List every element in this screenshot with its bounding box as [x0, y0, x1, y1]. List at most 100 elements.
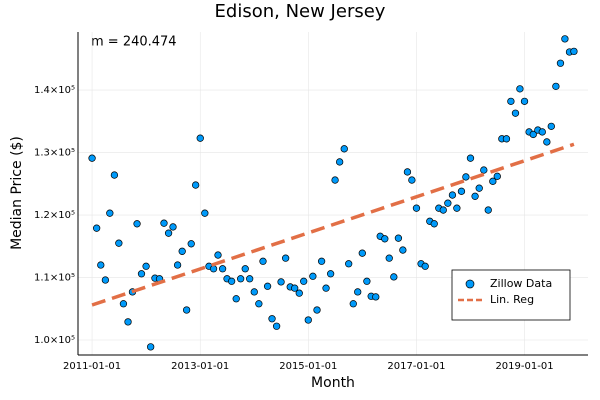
data-point — [408, 176, 416, 184]
x-tick-label: 2019-01-01 — [495, 361, 553, 372]
data-point — [399, 246, 407, 254]
data-point — [561, 35, 569, 43]
data-point — [349, 300, 357, 308]
data-point — [340, 145, 348, 153]
data-point — [493, 172, 501, 180]
data-point — [529, 130, 537, 139]
regression-line — [91, 142, 575, 307]
data-point — [164, 229, 173, 237]
data-point — [403, 168, 412, 176]
data-point — [133, 220, 141, 228]
data-point — [304, 316, 312, 324]
data-point — [110, 171, 119, 179]
data-point — [552, 82, 560, 91]
data-point — [363, 277, 371, 285]
data-point — [263, 282, 272, 290]
data-point — [385, 254, 393, 262]
data-point — [236, 275, 245, 283]
data-point — [291, 284, 299, 292]
data-point — [345, 260, 353, 268]
data-point — [92, 224, 101, 232]
data-point — [336, 158, 344, 166]
data-point — [192, 181, 200, 189]
annotation: m = 240.474 — [91, 35, 177, 50]
data-point — [160, 219, 168, 227]
data-point — [255, 300, 263, 308]
data-point — [272, 322, 281, 330]
data-point — [309, 272, 317, 280]
data-point — [502, 135, 511, 143]
data-point — [394, 234, 403, 242]
data-point — [462, 173, 470, 181]
data-point — [390, 273, 398, 281]
data-point — [281, 254, 290, 262]
data-point — [520, 97, 529, 105]
data-point — [543, 138, 551, 146]
data-point — [147, 343, 155, 351]
data-point — [124, 318, 132, 326]
data-point — [232, 295, 240, 303]
data-point — [507, 97, 515, 105]
data-point — [430, 220, 438, 228]
data-point — [259, 257, 267, 265]
data-point — [322, 284, 330, 292]
data-point — [570, 47, 578, 56]
y-tick-label: 1.4×10⁵ — [34, 85, 75, 96]
data-point — [97, 261, 105, 269]
data-point — [201, 209, 209, 217]
data-point — [372, 293, 380, 301]
data-point — [448, 191, 457, 199]
x-tick-label: 2011-01-01 — [63, 361, 121, 372]
data-point — [295, 289, 303, 297]
data-point — [381, 235, 389, 243]
data-point — [227, 277, 236, 285]
y-tick-label: 1.1×10⁵ — [34, 273, 75, 284]
legend-label: Zillow Data — [490, 277, 552, 290]
data-point — [556, 59, 565, 67]
data-point — [317, 257, 326, 265]
data-point — [547, 122, 555, 130]
data-point — [358, 249, 366, 257]
data-point — [218, 265, 227, 273]
data-point — [173, 261, 182, 269]
data-point — [300, 277, 308, 285]
data-point — [187, 240, 195, 248]
x-tick-label: 2013-01-01 — [171, 361, 229, 372]
data-point — [214, 251, 222, 259]
y-axis-label: Median Price ($) — [9, 136, 25, 250]
data-point — [241, 265, 249, 273]
data-point — [421, 262, 429, 270]
data-point — [178, 247, 186, 255]
data-point — [313, 306, 321, 314]
data-point — [412, 204, 421, 212]
legend-box — [451, 269, 571, 321]
data-point — [196, 134, 204, 142]
data-point — [326, 270, 335, 278]
chart-title: Edison, New Jersey — [215, 1, 386, 22]
legend: Zillow Data Lin. Reg — [451, 269, 571, 321]
data-point — [511, 109, 520, 117]
data-point — [331, 176, 339, 184]
data-point — [439, 206, 447, 214]
legend-swatch — [465, 279, 475, 289]
legend-label: Lin. Reg — [490, 293, 534, 306]
data-point — [115, 239, 123, 247]
data-point — [516, 85, 524, 93]
data-point — [169, 223, 177, 231]
y-tick-label: 1.0×10⁵ — [34, 335, 75, 346]
data-point — [142, 262, 150, 270]
data-point — [484, 206, 492, 214]
x-tick-label: 2017-01-01 — [387, 361, 445, 372]
data-point — [471, 192, 479, 200]
data-point — [444, 199, 452, 207]
data-point — [489, 177, 497, 185]
data-point — [453, 204, 461, 212]
data-point — [466, 154, 475, 162]
data-point — [101, 276, 110, 284]
data-point — [88, 154, 96, 162]
data-point — [268, 315, 276, 323]
data-point — [209, 265, 218, 273]
data-point — [250, 288, 258, 296]
data-point — [480, 166, 488, 174]
